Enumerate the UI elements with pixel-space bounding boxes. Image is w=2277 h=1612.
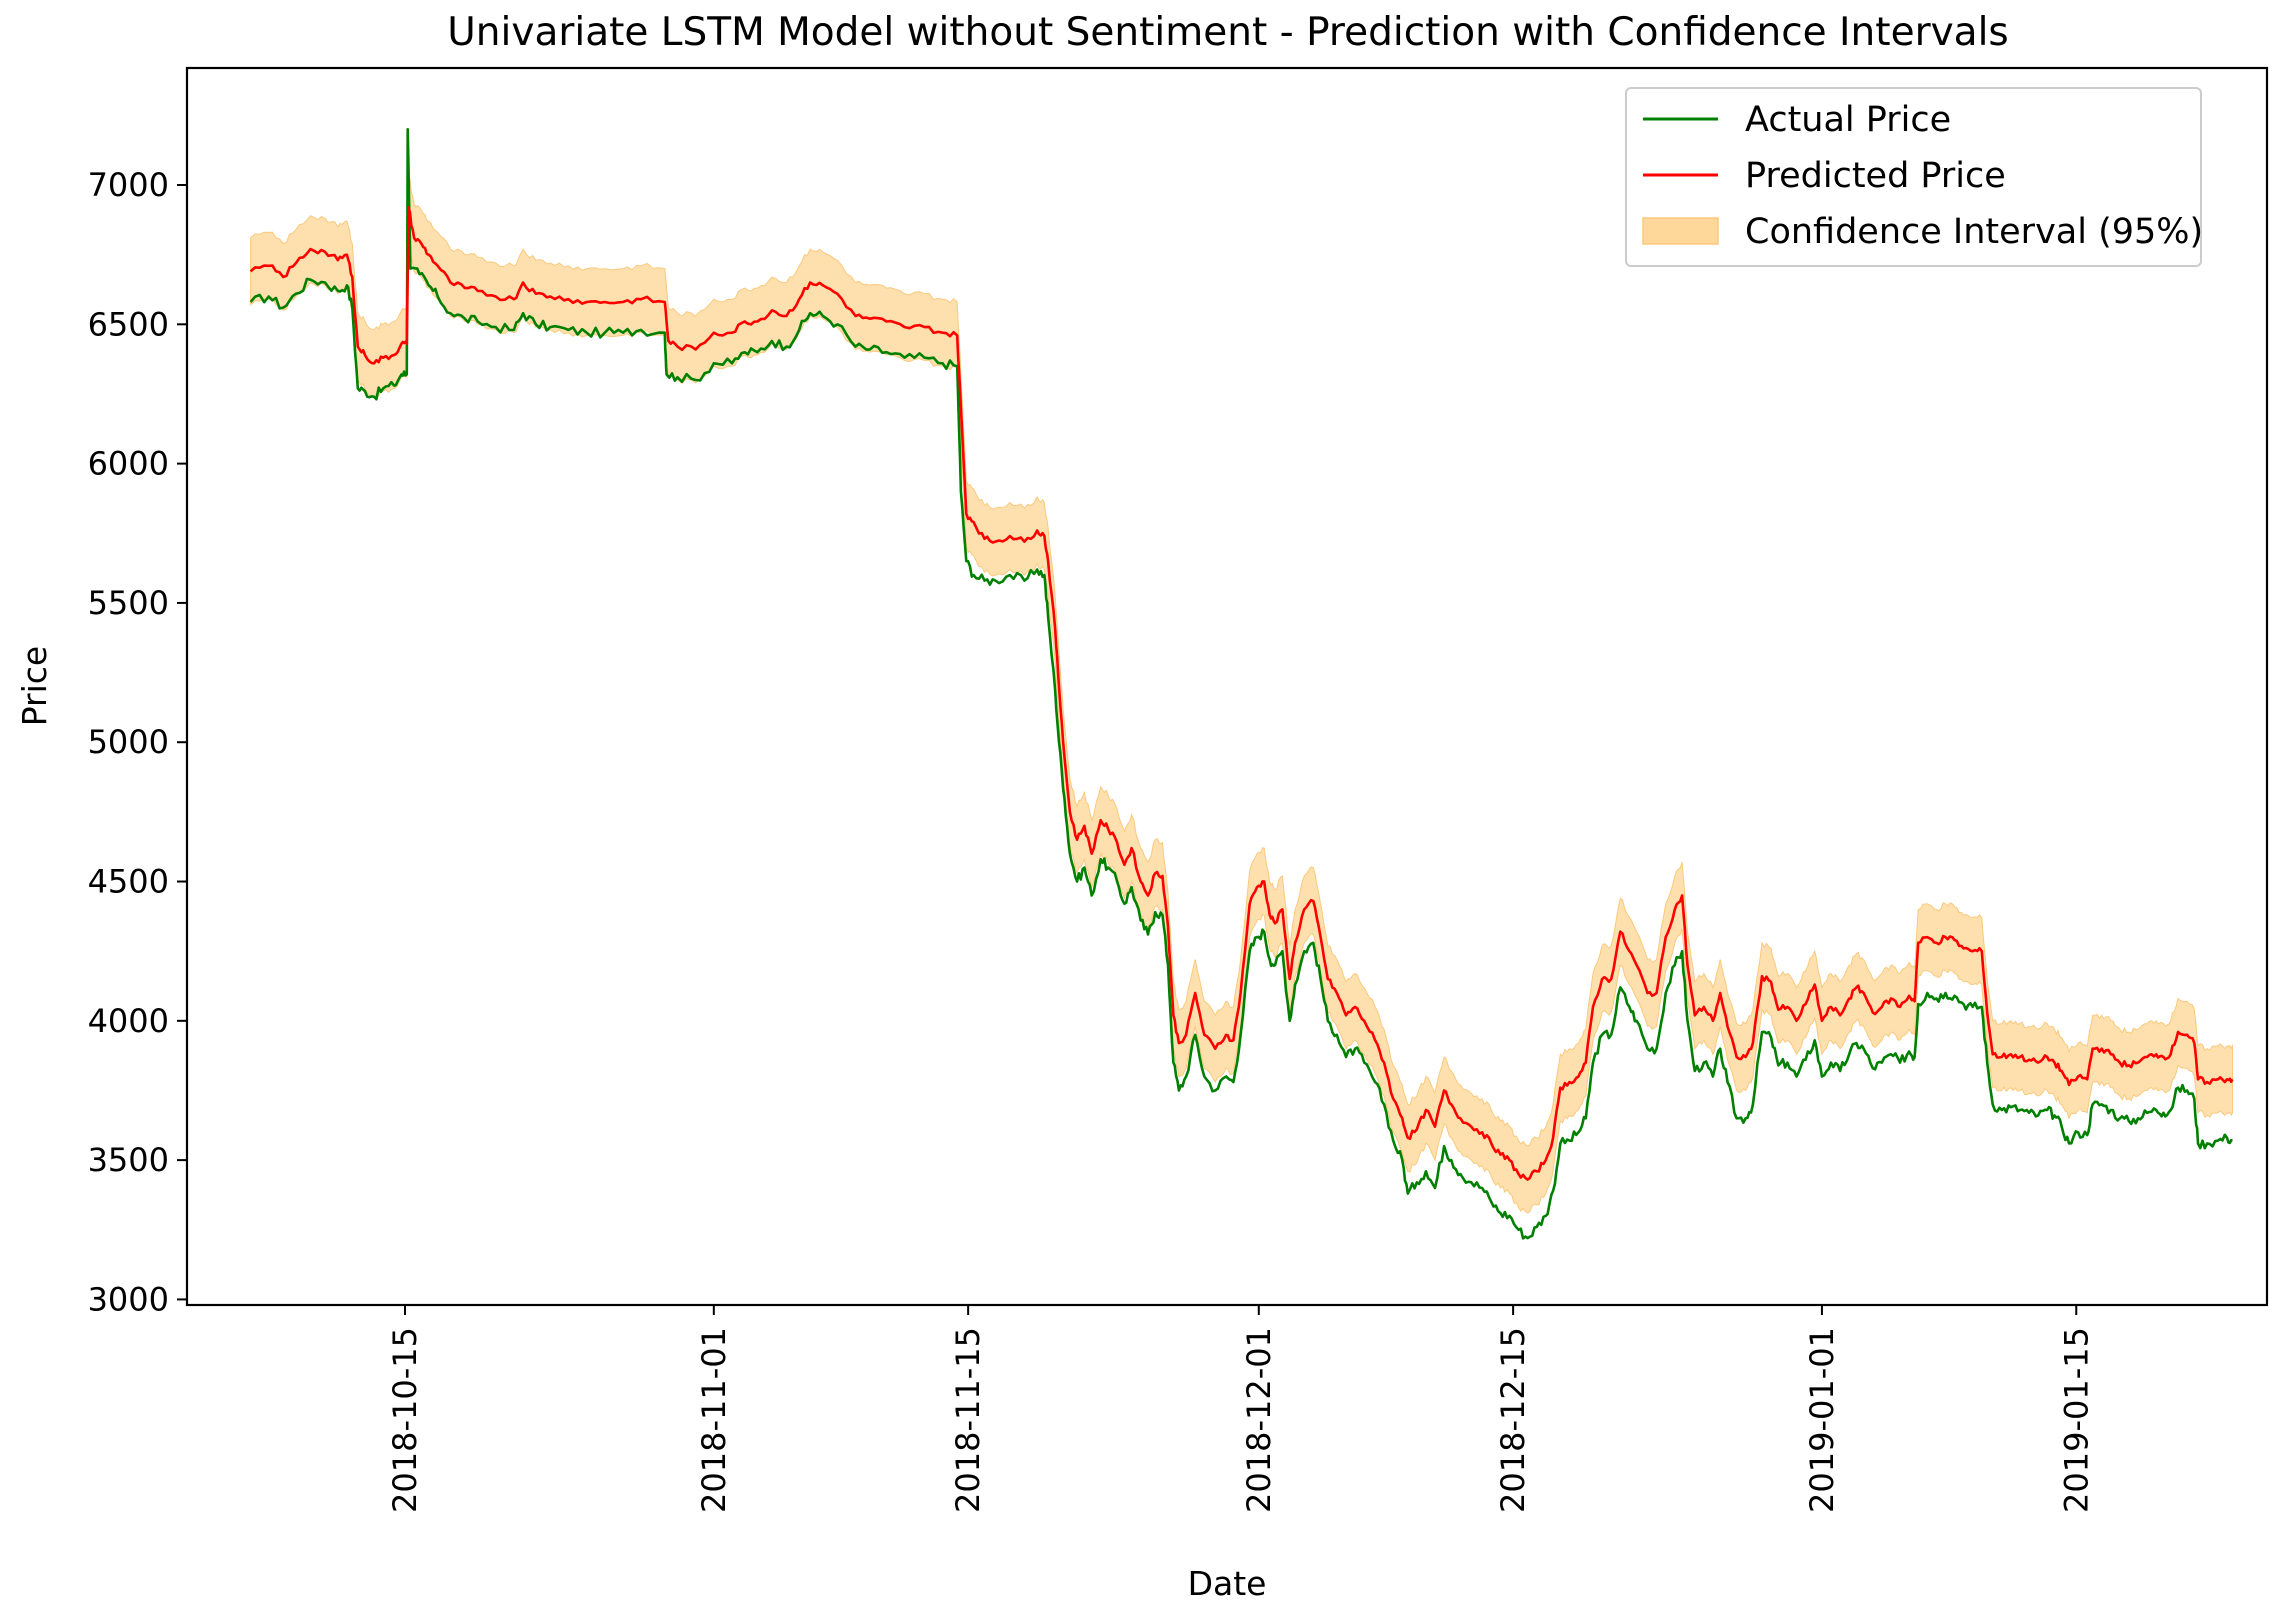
legend-label-actual: Actual Price xyxy=(1745,100,1951,140)
y-tick-label: 6500 xyxy=(88,305,169,343)
x-tick-label: 2018-11-01 xyxy=(695,1327,733,1513)
y-axis-label: Price xyxy=(15,646,54,727)
legend-label-ci: Confidence Interval (95%) xyxy=(1745,212,2203,252)
x-tick-label: 2019-01-15 xyxy=(2057,1327,2095,1513)
plot-frame xyxy=(185,66,2269,1307)
x-tick-label: 2018-10-15 xyxy=(386,1327,424,1513)
x-tick-label: 2018-11-15 xyxy=(949,1327,987,1513)
y-tick-label: 5500 xyxy=(88,584,169,622)
x-tick-label: 2018-12-01 xyxy=(1240,1327,1278,1513)
y-axis: 3000 3500 4000 4500 5000 5500 6000 6500 7000 xyxy=(88,166,187,1318)
y-tick-label: 4500 xyxy=(88,863,169,901)
x-axis-label: Date xyxy=(1188,1564,1267,1603)
y-tick-label: 6000 xyxy=(88,445,169,483)
chart-title: Univariate LSTM Model without Sentiment … xyxy=(447,10,2008,55)
actual-price-line xyxy=(249,128,2233,1240)
x-tick-label: 2018-12-15 xyxy=(1494,1327,1532,1513)
y-tick-label: 7000 xyxy=(88,166,169,204)
legend-swatch-ci xyxy=(1642,217,1719,245)
series-layer xyxy=(249,128,2234,1240)
predicted-price-line xyxy=(249,206,2234,1181)
x-tick-label: 2019-01-01 xyxy=(1803,1327,1841,1513)
x-axis: 2018-10-15 2018-11-01 2018-11-15 2018-12-01… xyxy=(386,1305,2095,1513)
y-tick-label: 5000 xyxy=(88,723,169,761)
legend-box xyxy=(1625,87,2202,267)
y-tick-label: 3000 xyxy=(88,1280,169,1318)
y-tick-label: 3500 xyxy=(88,1141,169,1179)
plot-area xyxy=(249,128,2234,1240)
legend: Actual Price Predicted Price Confidence … xyxy=(1625,87,2203,267)
legend-label-predicted: Predicted Price xyxy=(1745,156,2006,196)
y-tick-label: 4000 xyxy=(88,1002,169,1040)
